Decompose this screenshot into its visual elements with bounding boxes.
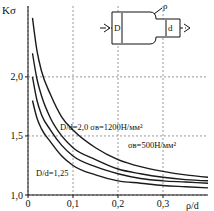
svg-text:0,3: 0,3	[157, 198, 170, 209]
svg-text:0: 0	[26, 198, 31, 209]
svg-text:D/d=1,25: D/d=1,25	[36, 168, 68, 178]
svg-text:D/d=2,0 σв=1200Н/мм²: D/d=2,0 σв=1200Н/мм²	[60, 122, 143, 132]
svg-text:Kσ: Kσ	[8, 4, 16, 16]
svg-text:ρ/d: ρ/d	[186, 200, 199, 211]
svg-text:1,0: 1,0	[11, 190, 24, 201]
svg-text:1,5: 1,5	[11, 130, 24, 141]
svg-text:0,2: 0,2	[112, 198, 125, 209]
svg-text:0,1: 0,1	[67, 198, 80, 209]
svg-text:σв=500Н/мм²: σв=500Н/мм²	[128, 140, 176, 150]
svg-text:ρ: ρ	[163, 1, 168, 11]
svg-text:D: D	[114, 23, 121, 33]
svg-text:d: d	[168, 23, 173, 33]
svg-text:2,0: 2,0	[11, 71, 24, 82]
